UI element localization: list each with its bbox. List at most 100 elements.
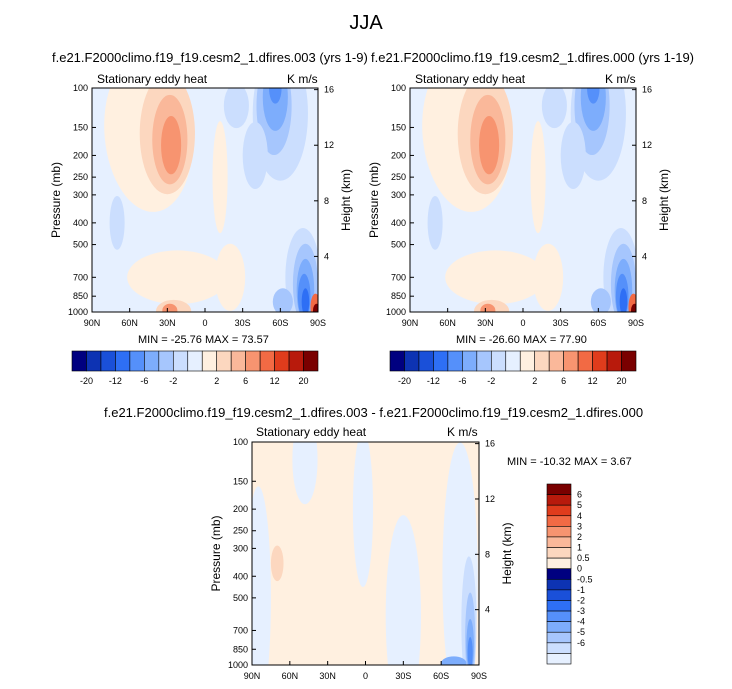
minmax-label: MIN = -25.76 MAX = 73.57: [138, 334, 269, 346]
x-tick-label: 60N: [121, 318, 138, 328]
colorbar-box: [546, 610, 572, 622]
contour-fill: [162, 303, 178, 312]
contour-fill: [385, 515, 421, 665]
colorbar-box: [546, 653, 572, 665]
colorbar-label: 6: [243, 376, 248, 386]
colorbar-box: [546, 621, 572, 633]
x-tick-label: 60N: [439, 318, 456, 328]
units-label: K m/s: [605, 72, 636, 86]
y-tick-label: 250: [391, 172, 406, 182]
y-tick-label: 200: [73, 150, 88, 160]
contour-fill: [480, 303, 496, 312]
y-tick-label: 400: [391, 218, 406, 228]
colorbar-box: [433, 350, 449, 372]
x-tick-label: 30S: [553, 318, 569, 328]
colorbar-box: [546, 568, 572, 580]
y-tick-label: 100: [391, 83, 406, 93]
y2-tick-label: 8: [324, 196, 329, 206]
y-tick-label: 700: [73, 272, 88, 282]
contour-fill: [270, 545, 284, 582]
contour-fill: [441, 656, 467, 665]
field-label: Stationary eddy heat: [256, 425, 367, 439]
colorbar-label: 6: [561, 376, 566, 386]
colorbar-label: -2: [577, 595, 585, 605]
colorbar-box: [274, 350, 290, 372]
colorbar-box: [201, 350, 218, 372]
y2-tick-label: 16: [642, 85, 652, 95]
colorbar-label: -3: [577, 606, 585, 616]
colorbar-box: [158, 350, 174, 372]
x-tick-label: 60S: [272, 318, 288, 328]
colorbar-box: [546, 557, 572, 570]
colorbar-label: -12: [427, 376, 440, 386]
x-tick-label: 0: [363, 671, 368, 681]
y-tick-label: 250: [233, 526, 248, 536]
y-tick-label: 150: [73, 122, 88, 132]
colorbar-label: 20: [299, 376, 309, 386]
minmax-label: MIN = -26.60 MAX = 77.90: [456, 334, 587, 346]
y2-tick-label: 4: [324, 251, 329, 261]
colorbar-label: 3: [577, 521, 582, 531]
colorbar-box: [230, 350, 246, 372]
y-tick-label: 500: [391, 240, 406, 250]
contour-fill: [272, 288, 293, 312]
colorbar-label: -2: [487, 376, 495, 386]
y2-tick-label: 4: [642, 251, 647, 261]
colorbar-box: [546, 600, 572, 612]
colorbar-box: [71, 350, 87, 372]
y-tick-label: 400: [73, 218, 88, 228]
colorbar-box: [172, 350, 189, 372]
colorbar-label: -6: [577, 638, 585, 648]
colorbar-box: [86, 350, 102, 372]
colorbar-label: -12: [109, 376, 122, 386]
field-label: Stationary eddy heat: [415, 72, 526, 86]
y-tick-label: 700: [391, 272, 406, 282]
colorbar-label: 0: [577, 564, 582, 574]
colorbar-box: [462, 350, 478, 372]
colorbar-label: -2: [169, 376, 177, 386]
colorbar-label: -20: [398, 376, 411, 386]
x-tick-label: 30S: [395, 671, 411, 681]
x-tick-label: 60S: [433, 671, 449, 681]
units-label: K m/s: [287, 72, 318, 86]
panel-title: f.e21.F2000climo.f19_f19.cesm2_1.dfires.…: [104, 405, 644, 420]
contour-fill: [541, 88, 567, 129]
colorbar-box: [546, 526, 572, 538]
x-tick-label: 90N: [244, 671, 261, 681]
figure-title: JJA: [349, 12, 383, 34]
y-tick-label: 300: [391, 190, 406, 200]
y-tick-label: 100: [233, 437, 248, 447]
contour-fill: [530, 121, 546, 234]
y-tick-label: 500: [73, 240, 88, 250]
panel-title: f.e21.F2000climo.f19_f19.cesm2_1.dfires.…: [371, 50, 695, 65]
contour-fill: [479, 116, 500, 175]
contour-fill: [262, 88, 288, 131]
y-tick-label: 1000: [386, 307, 406, 317]
contour-fill: [352, 442, 374, 588]
y-tick-label: 200: [233, 504, 248, 514]
colorbar-box: [447, 350, 463, 372]
y-axis-label: Pressure (mb): [49, 162, 63, 238]
contour-fill: [242, 121, 268, 190]
y2-tick-label: 12: [642, 140, 652, 150]
colorbar-box: [563, 350, 579, 372]
contour-fill: [560, 121, 586, 190]
y-tick-label: 700: [233, 625, 248, 635]
contour-fill: [467, 637, 473, 665]
colorbar-label: 2: [577, 532, 582, 542]
x-tick-label: 30S: [235, 318, 251, 328]
y2-tick-label: 16: [485, 439, 495, 449]
colorbar-box: [389, 350, 405, 372]
colorbar-box: [288, 350, 304, 372]
colorbar-box: [100, 350, 116, 372]
y-tick-label: 250: [73, 172, 88, 182]
colorbar-label: 12: [588, 376, 598, 386]
colorbar-box: [303, 350, 319, 372]
colorbar-label: 5: [577, 500, 582, 510]
contour-group: [92, 88, 318, 312]
minmax-label: MIN = -10.32 MAX = 3.67: [507, 456, 632, 468]
x-tick-label: 0: [520, 318, 525, 328]
colorbar-label: -5: [577, 627, 585, 637]
contour-group: [410, 88, 636, 312]
colorbar-label: 12: [270, 376, 280, 386]
